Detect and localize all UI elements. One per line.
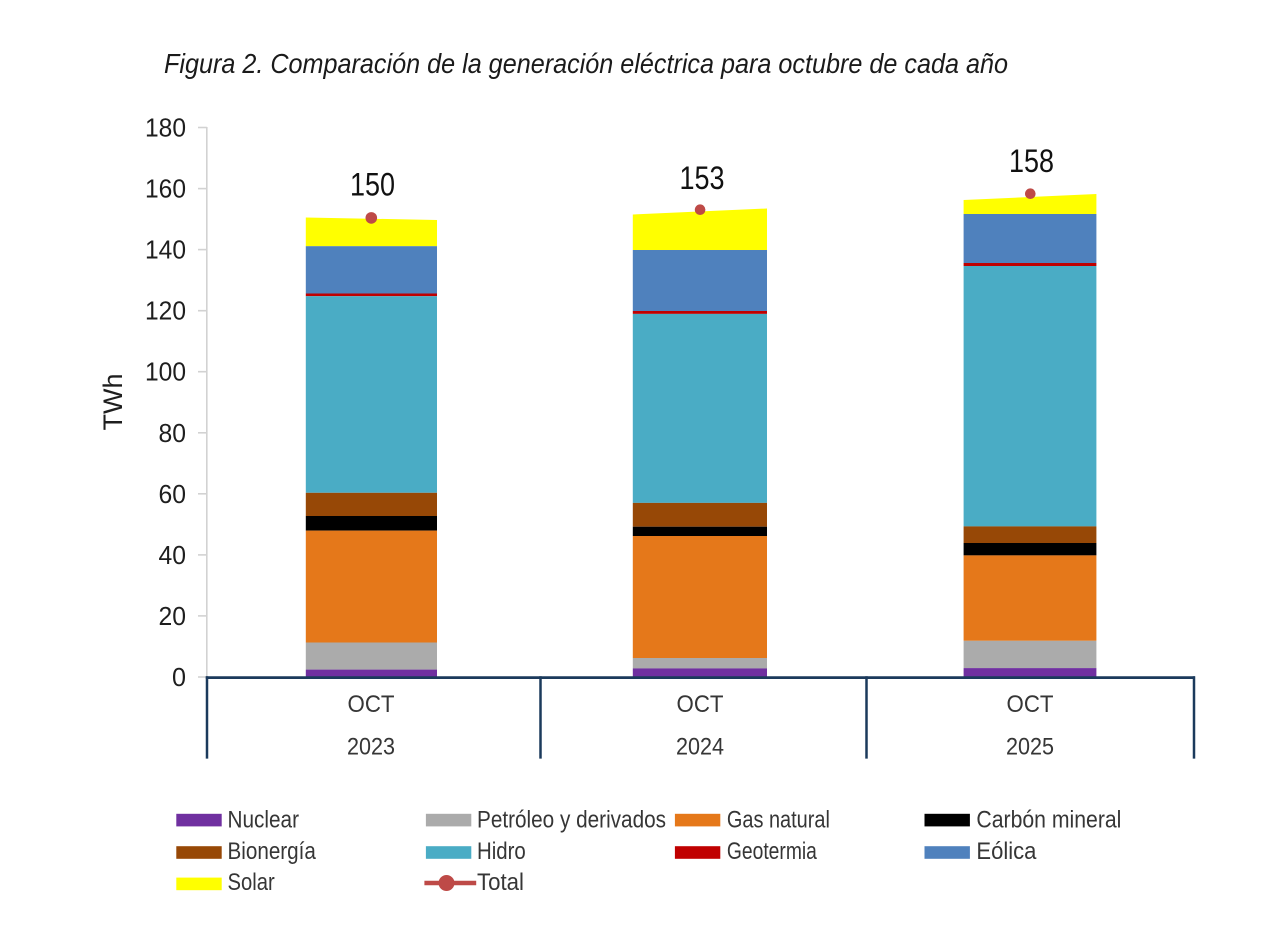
svg-text:TWh: TWh bbox=[98, 374, 128, 431]
svg-text:2024: 2024 bbox=[676, 733, 724, 760]
svg-text:160: 160 bbox=[145, 174, 186, 204]
svg-text:OCT: OCT bbox=[1007, 691, 1054, 718]
svg-text:150: 150 bbox=[350, 167, 395, 203]
svg-text:2023: 2023 bbox=[347, 733, 395, 760]
svg-text:OCT: OCT bbox=[348, 691, 395, 718]
svg-text:20: 20 bbox=[159, 601, 187, 631]
svg-text:40: 40 bbox=[159, 540, 187, 570]
svg-text:140: 140 bbox=[145, 235, 186, 265]
svg-text:80: 80 bbox=[159, 418, 187, 448]
svg-text:Carbón mineral: Carbón mineral bbox=[976, 806, 1121, 833]
svg-text:Solar: Solar bbox=[228, 869, 275, 896]
svg-text:0: 0 bbox=[172, 662, 186, 692]
svg-text:180: 180 bbox=[145, 113, 186, 143]
svg-text:Geotermia: Geotermia bbox=[727, 838, 818, 865]
svg-text:Total: Total bbox=[477, 869, 524, 896]
svg-text:Figura 2. Comparación de la ge: Figura 2. Comparación de la generación e… bbox=[164, 48, 1008, 79]
svg-text:100: 100 bbox=[145, 357, 186, 387]
svg-text:Hidro: Hidro bbox=[477, 838, 526, 865]
svg-text:Bionergía: Bionergía bbox=[228, 838, 317, 865]
svg-text:60: 60 bbox=[159, 479, 187, 509]
svg-text:Petróleo y derivados: Petróleo y derivados bbox=[477, 806, 666, 833]
svg-text:OCT: OCT bbox=[677, 691, 724, 718]
svg-text:2025: 2025 bbox=[1006, 733, 1054, 760]
svg-text:Nuclear: Nuclear bbox=[228, 806, 300, 833]
svg-text:120: 120 bbox=[145, 296, 186, 326]
svg-text:Gas natural: Gas natural bbox=[727, 806, 830, 833]
svg-text:153: 153 bbox=[680, 160, 725, 196]
svg-text:Eólica: Eólica bbox=[976, 838, 1037, 865]
svg-text:158: 158 bbox=[1009, 143, 1054, 179]
